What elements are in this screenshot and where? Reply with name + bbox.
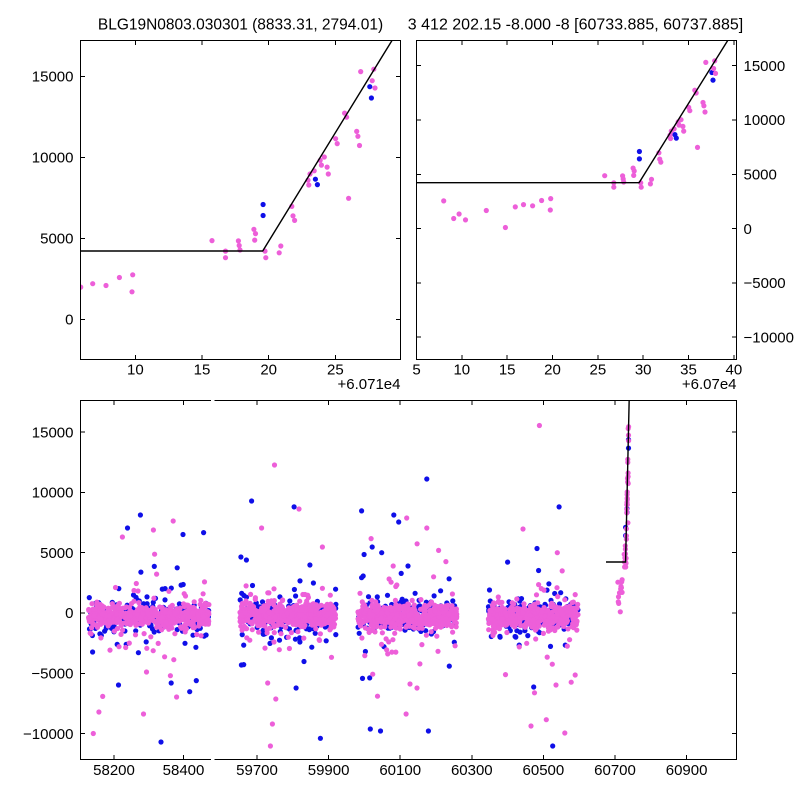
svg-text:−10000: −10000: [23, 726, 73, 743]
svg-text:10000: 10000: [744, 112, 786, 129]
svg-text:BLG19N0803.030301 (8833.31, 27: BLG19N0803.030301 (8833.31, 2794.01): [98, 17, 383, 34]
svg-text:0: 0: [65, 312, 73, 329]
svg-text:5: 5: [412, 362, 420, 379]
svg-text:35: 35: [680, 362, 697, 379]
svg-text:25: 25: [327, 362, 344, 379]
svg-text:20: 20: [544, 362, 561, 379]
svg-text:10: 10: [127, 362, 144, 379]
svg-text:−10000: −10000: [744, 329, 794, 346]
svg-text:5000: 5000: [40, 231, 73, 248]
svg-text:15000: 15000: [32, 69, 74, 86]
svg-text:+6.07e4: +6.07e4: [682, 376, 737, 393]
svg-text:58200: 58200: [93, 762, 135, 779]
svg-text:−5000: −5000: [744, 275, 786, 292]
svg-text:15000: 15000: [32, 424, 74, 441]
svg-text:0: 0: [744, 221, 752, 238]
svg-text:20: 20: [260, 362, 277, 379]
svg-text:−5000: −5000: [31, 666, 73, 683]
svg-text:3 412 202.15 -8.000 -8 [60733.: 3 412 202.15 -8.000 -8 [60733.885, 60737…: [408, 17, 743, 34]
svg-text:60500: 60500: [523, 762, 565, 779]
svg-text:40: 40: [726, 362, 743, 379]
svg-text:30: 30: [635, 362, 652, 379]
svg-text:15000: 15000: [744, 58, 786, 75]
svg-text:59700: 59700: [236, 762, 278, 779]
svg-text:60300: 60300: [451, 762, 493, 779]
svg-text:+6.071e4: +6.071e4: [338, 376, 401, 393]
svg-text:58400: 58400: [163, 762, 205, 779]
svg-text:5000: 5000: [744, 167, 777, 184]
svg-text:10: 10: [453, 362, 470, 379]
svg-text:15: 15: [499, 362, 516, 379]
svg-text:15: 15: [194, 362, 211, 379]
svg-text:5000: 5000: [40, 545, 73, 562]
svg-text:59900: 59900: [308, 762, 350, 779]
svg-text:60700: 60700: [594, 762, 636, 779]
svg-text:10000: 10000: [32, 485, 74, 502]
svg-text:60900: 60900: [666, 762, 708, 779]
svg-text:0: 0: [65, 605, 73, 622]
svg-text:25: 25: [590, 362, 607, 379]
svg-text:60100: 60100: [379, 762, 421, 779]
svg-text:10000: 10000: [32, 150, 74, 167]
